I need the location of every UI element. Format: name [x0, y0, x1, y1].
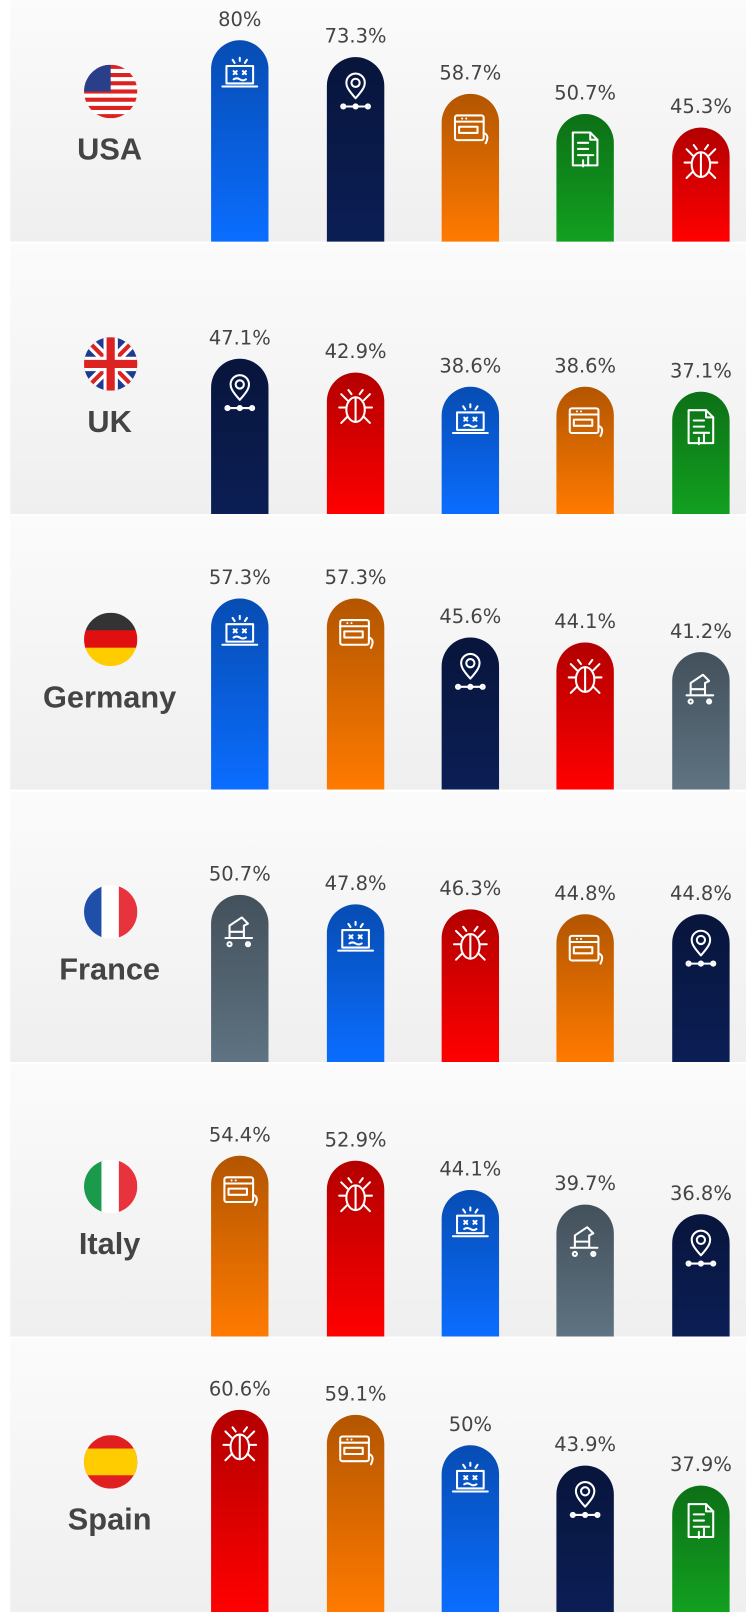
bar-shade [211, 358, 269, 515]
value-label: 45.3% [670, 95, 732, 118]
bar-shade [326, 57, 385, 242]
bar-shade [326, 1160, 385, 1337]
value-label: 41.2% [670, 620, 732, 643]
value-label: 58.7% [439, 61, 501, 84]
flag [84, 65, 137, 118]
value-label: 45.6% [439, 605, 501, 628]
bar-shade [672, 914, 730, 1062]
value-label: 39.7% [554, 1172, 616, 1195]
value-label: 44.1% [554, 610, 616, 633]
value-label: 37.1% [670, 359, 732, 382]
value-label: 50% [449, 1413, 492, 1436]
value-label: 42.9% [325, 340, 387, 363]
flag [84, 1435, 137, 1488]
bar-shade [441, 1189, 500, 1337]
bar-shade [556, 386, 614, 515]
bar-shade [556, 1204, 614, 1337]
value-label: 47.1% [209, 326, 271, 349]
country-name: Italy [79, 1226, 140, 1261]
value-label: 50.7% [209, 862, 271, 885]
bar-shade [556, 642, 614, 790]
flag [84, 613, 137, 666]
bar-shade [211, 598, 269, 790]
bar-shade [672, 1485, 730, 1612]
bar-shade [211, 40, 269, 242]
value-label: 44.8% [670, 882, 732, 905]
value-label: 38.6% [439, 354, 501, 377]
flag [84, 337, 137, 390]
bar-shade [556, 1465, 614, 1612]
value-label: 54.4% [209, 1123, 271, 1146]
bar-shade [211, 894, 269, 1062]
country-name: Spain [68, 1502, 152, 1537]
value-label: 44.1% [439, 1158, 501, 1181]
bar-shade [326, 904, 385, 1062]
value-label: 47.8% [325, 872, 387, 895]
bar-shade [672, 127, 730, 242]
bar-shade [672, 391, 730, 515]
flag [84, 885, 137, 938]
value-label: 50.7% [554, 82, 616, 105]
bar-shade [556, 114, 614, 242]
value-label: 36.8% [670, 1182, 732, 1205]
bar-shade [326, 1414, 385, 1612]
bar-shade [672, 1214, 730, 1337]
value-label: 59.1% [325, 1382, 387, 1405]
value-label: 57.3% [325, 566, 387, 589]
value-label: 57.3% [209, 566, 271, 589]
value-label: 46.3% [439, 877, 501, 900]
value-label: 37.9% [670, 1453, 732, 1476]
bar-shade [672, 652, 730, 790]
value-label: 52.9% [325, 1128, 387, 1151]
country-name: UK [87, 404, 131, 439]
value-label: 44.8% [554, 882, 616, 905]
bar-shade [441, 637, 500, 790]
country-name: France [59, 952, 160, 987]
country-name: USA [77, 131, 142, 166]
value-label: 60.6% [209, 1377, 271, 1400]
flag [84, 1160, 137, 1213]
value-label: 38.6% [554, 354, 616, 377]
bar-shade [326, 372, 385, 515]
bar-shade [326, 598, 385, 790]
bar-shade [441, 909, 500, 1062]
value-label: 80% [218, 8, 261, 31]
value-label: 73.3% [325, 25, 387, 48]
country-name: Germany [43, 679, 176, 714]
value-label: 43.9% [554, 1433, 616, 1456]
